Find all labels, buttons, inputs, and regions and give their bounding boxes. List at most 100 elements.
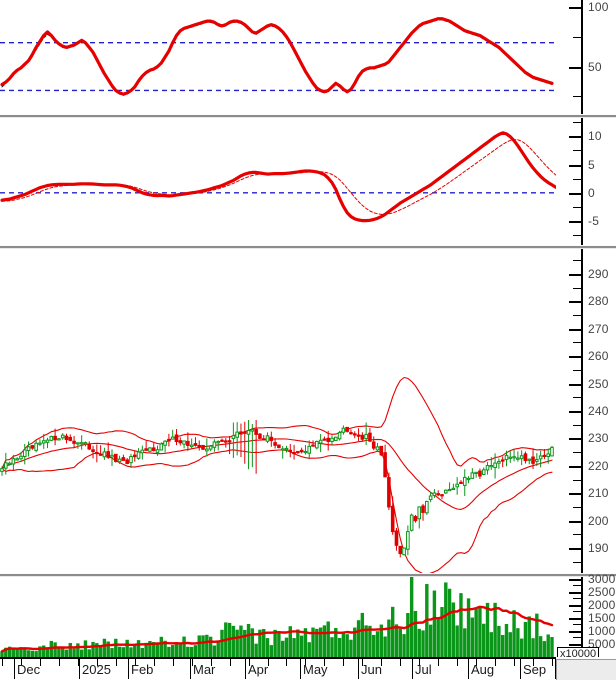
- axis-major-tick: [569, 630, 582, 633]
- volume-bar: [72, 648, 76, 657]
- volume-bar: [26, 650, 31, 657]
- volume-bar: [186, 646, 190, 657]
- volume-bar: [542, 641, 547, 657]
- candle-body: [246, 429, 251, 435]
- axis-minor-tick: [573, 479, 582, 481]
- candle-body: [83, 442, 88, 445]
- candle-body: [121, 457, 126, 461]
- candle-body: [417, 506, 422, 520]
- volume-value-axis: 30000250002000015000100005000: [556, 572, 616, 657]
- volume-bar: [387, 619, 391, 657]
- axis-minor-tick: [573, 624, 582, 626]
- candle-body: [421, 505, 425, 513]
- axis-minor-tick: [573, 36, 582, 38]
- volume-bar: [296, 629, 300, 657]
- candle-body: [531, 456, 535, 464]
- volume-bar: [485, 602, 490, 657]
- volume-bar: [519, 638, 524, 657]
- volume-bar: [239, 625, 243, 657]
- volume-bar: [303, 628, 308, 657]
- candle-body: [280, 448, 285, 451]
- candle-body: [489, 465, 494, 468]
- macd-plot-area[interactable]: [0, 118, 556, 245]
- volume-bar: [258, 629, 262, 657]
- candle-body: [265, 435, 270, 442]
- volume-bar: [30, 650, 35, 657]
- volume-bar: [163, 640, 167, 657]
- candle-body: [277, 444, 281, 449]
- axis-tick-label: 270: [588, 321, 609, 336]
- volume-bar: [409, 577, 414, 657]
- candle-body: [508, 456, 513, 459]
- axis-tick-label: 0: [588, 185, 595, 200]
- candle-body: [390, 505, 395, 533]
- volume-bar: [201, 635, 205, 657]
- panel-volume: 30000250002000015000100005000: [0, 572, 616, 657]
- candle-body: [307, 445, 312, 454]
- date-axis-label: Jun: [361, 662, 382, 677]
- date-axis-tick: [134, 659, 136, 666]
- volume-bar: [531, 638, 535, 657]
- axis-minor-tick: [573, 315, 582, 317]
- axis-major-tick: [569, 591, 582, 594]
- date-axis-tick: [58, 659, 60, 666]
- candle-body: [26, 446, 31, 452]
- volume-bar: [390, 606, 395, 657]
- axis-minor-tick: [573, 637, 582, 639]
- volume-bar: [197, 635, 201, 657]
- axis-major-tick: [569, 164, 582, 167]
- volume-bar: [193, 645, 198, 657]
- volume-bar: [79, 649, 84, 657]
- volume-bar: [277, 631, 281, 657]
- volume-bar: [474, 608, 478, 657]
- candle-body: [512, 456, 516, 459]
- volume-bar: [170, 645, 175, 657]
- date-axis[interactable]: Dec2025FebMarAprMayJunJulAugSepOct: [0, 657, 616, 679]
- price-plot-area[interactable]: [0, 249, 556, 573]
- axis-minor-tick: [573, 260, 582, 262]
- candle-body: [447, 488, 452, 492]
- candle-body: [34, 442, 38, 451]
- volume-bar: [482, 623, 486, 657]
- bollinger-upper: [1, 376, 553, 470]
- volume-bar: [68, 642, 72, 657]
- volume-bar: [83, 640, 88, 657]
- rsi-plot-area[interactable]: [0, 0, 556, 114]
- volume-bar: [364, 625, 368, 657]
- date-axis-tick: [172, 659, 174, 666]
- candle-body: [519, 455, 524, 460]
- volume-bar: [76, 643, 80, 657]
- date-axis-label: Sep: [523, 662, 547, 677]
- candle-body: [140, 449, 145, 454]
- axis-minor-tick: [573, 598, 582, 600]
- volume-bar: [125, 639, 129, 657]
- candle-body: [425, 500, 429, 514]
- candle-body: [76, 442, 80, 445]
- axis-tick-label: 10000: [588, 623, 616, 638]
- volume-bar: [91, 641, 95, 657]
- axis-minor-tick: [573, 452, 582, 454]
- axis-minor-tick: [573, 585, 582, 587]
- date-axis-label: Mar: [193, 662, 216, 677]
- date-axis-tick: [39, 659, 41, 666]
- candle-body: [500, 459, 505, 462]
- candle-body: [167, 438, 171, 442]
- volume-bar: [23, 647, 27, 657]
- volume-bar: [360, 612, 365, 657]
- axis-tick-label: 15000: [588, 610, 616, 625]
- candle-body: [356, 434, 361, 437]
- axis-minor-tick: [573, 96, 582, 98]
- volume-bar: [140, 648, 145, 657]
- candle-body: [470, 472, 475, 479]
- volume-bar: [417, 628, 421, 657]
- candle-body: [542, 454, 547, 458]
- candle-body: [60, 434, 65, 439]
- candle-body: [38, 442, 42, 445]
- volume-plot-area[interactable]: [0, 577, 556, 657]
- axis-tick-label: -5: [588, 214, 600, 229]
- volume-bar: [182, 636, 186, 657]
- volume-bar: [398, 628, 402, 657]
- date-axis-label: Jul: [415, 662, 432, 677]
- volume-bar: [64, 649, 69, 657]
- candle-body: [19, 455, 23, 460]
